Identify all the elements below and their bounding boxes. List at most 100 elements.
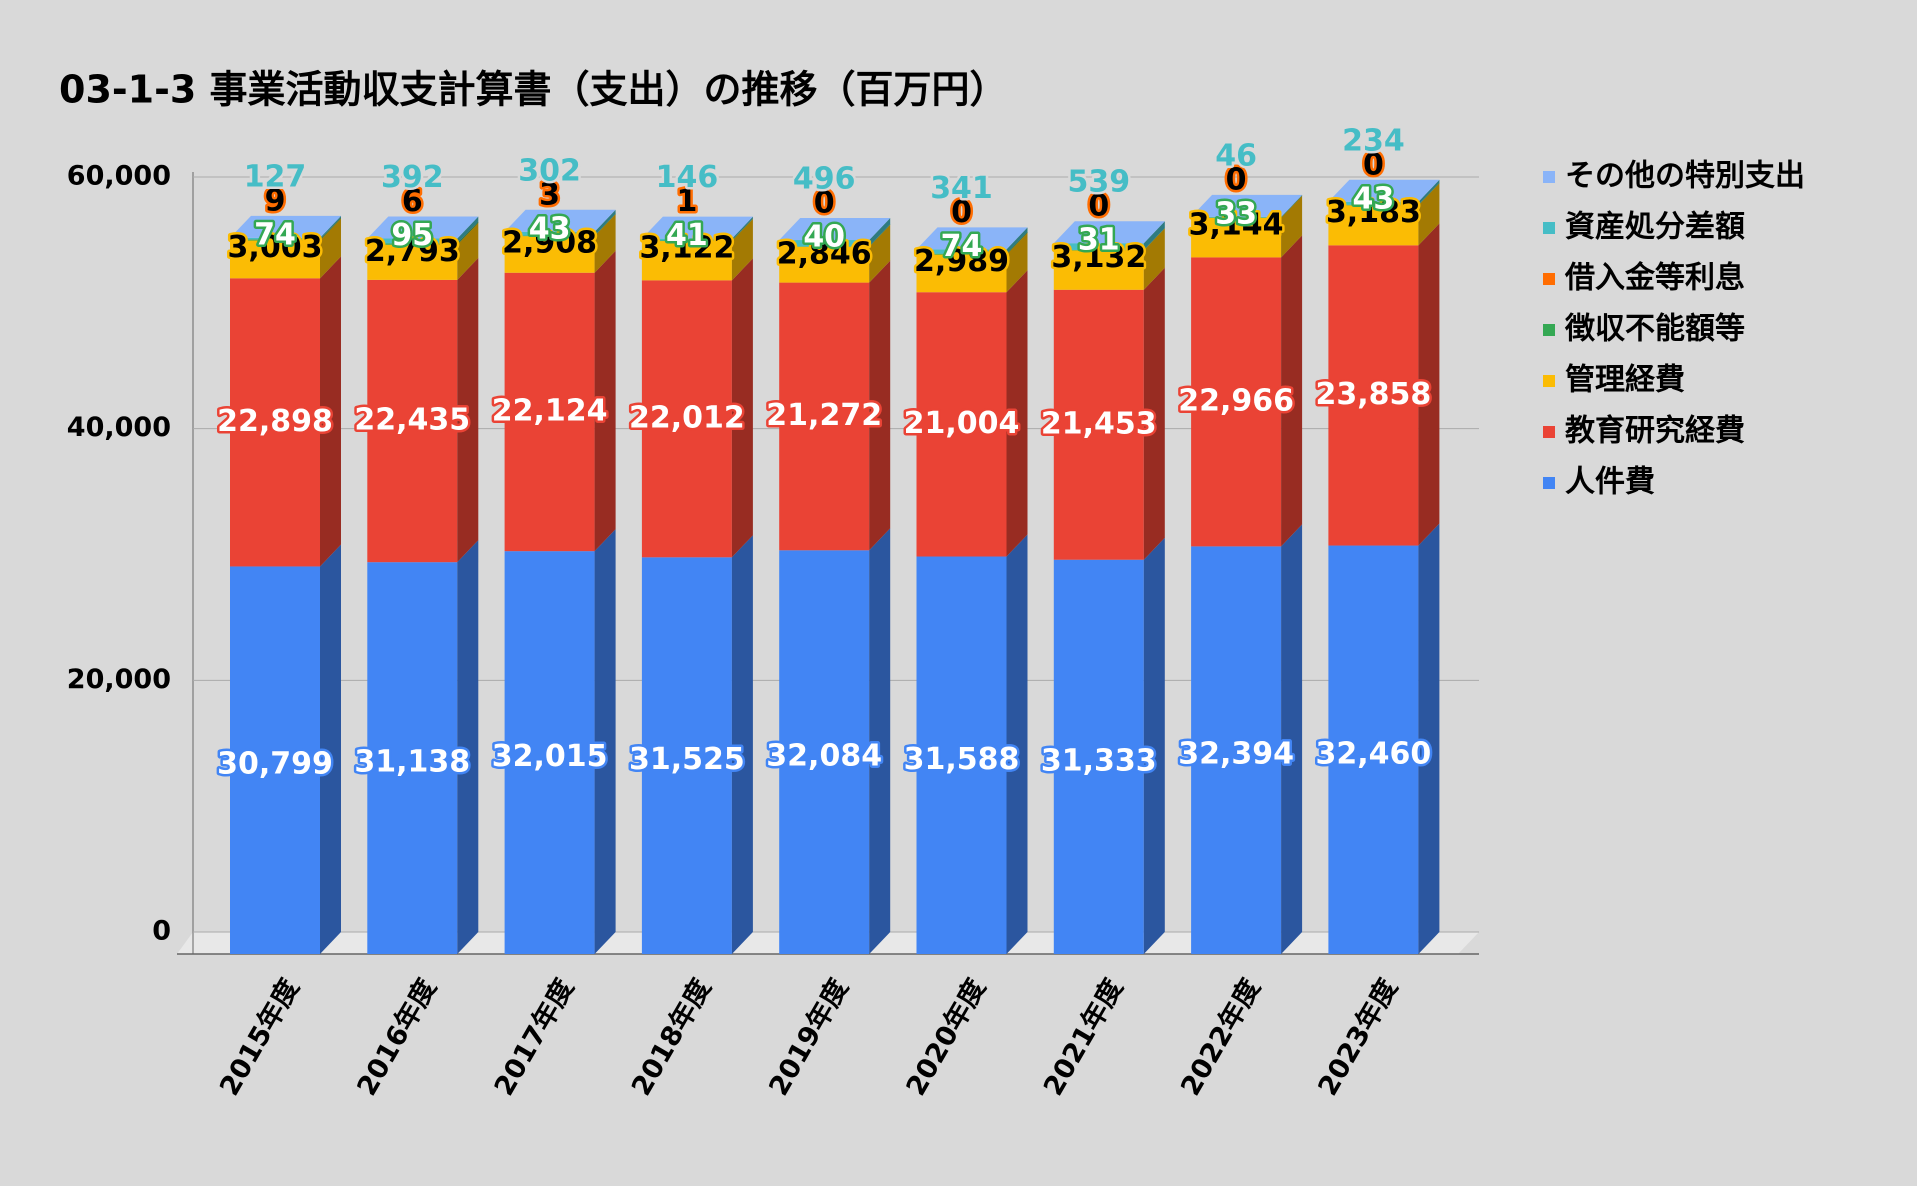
bar-side (457, 221, 479, 245)
bar-side (594, 213, 616, 236)
bar-side (320, 217, 341, 240)
legend-marker (1543, 222, 1555, 234)
data-label: 74 (941, 229, 983, 264)
data-label: 9 (265, 183, 286, 218)
data-label: 21,004 (904, 406, 1020, 441)
bar-side (731, 219, 753, 281)
legend-label: 徴収不能額等 (1564, 312, 1745, 347)
data-label: 0 (814, 186, 835, 221)
bar-segment (1191, 257, 1282, 547)
y-tick-label: 40,000 (67, 412, 171, 443)
data-label: 30,799 (217, 747, 333, 782)
data-label: 32,460 (1316, 736, 1432, 771)
bar-side (1281, 194, 1303, 218)
bar-side (457, 222, 479, 280)
bar-segment (504, 236, 595, 273)
bar-side (731, 218, 753, 241)
data-label: 2,908 (502, 226, 597, 261)
data-label: 22,124 (492, 393, 608, 428)
bar-side (1281, 235, 1303, 547)
bar-side (1143, 227, 1165, 251)
data-label: 31,138 (354, 745, 470, 780)
bar-side (457, 257, 479, 563)
bar-segment (641, 557, 732, 954)
data-label: 3,122 (639, 231, 734, 266)
data-label: 3,132 (1051, 240, 1146, 275)
bar-segment (230, 566, 320, 954)
bar-segment (1328, 245, 1419, 546)
data-label: 127 (244, 159, 307, 194)
bar-side (457, 540, 479, 954)
data-label: 33 (1215, 196, 1257, 231)
bar-side (869, 224, 891, 283)
data-label: 22,898 (217, 404, 333, 439)
bar-side (869, 224, 891, 247)
bar-segment (779, 246, 870, 247)
data-label: 31,588 (904, 742, 1020, 777)
bar-side (320, 217, 341, 241)
bar-side (1006, 534, 1028, 954)
data-label: 234 (1342, 123, 1405, 158)
data-label: 32,015 (492, 739, 608, 774)
data-label: 6 (402, 184, 423, 219)
bar-side (594, 250, 616, 552)
bar-segment (504, 551, 595, 954)
bar-segment (504, 272, 595, 552)
bar-side (731, 535, 753, 954)
data-label: 3,003 (228, 230, 323, 265)
bar-top (367, 216, 479, 239)
bar-segment (1328, 204, 1419, 206)
bar-side (320, 215, 341, 240)
bar-side (1143, 537, 1165, 954)
legend-label: 教育研究経費 (1565, 414, 1745, 449)
bar-segment (230, 240, 320, 279)
bar-segment (916, 249, 1007, 254)
bar-side (1006, 227, 1028, 254)
data-label: 31,525 (629, 742, 745, 777)
chart-title: 03-1-3 事業活動収支計算書（支出）の推移（百万円） (59, 68, 1008, 112)
legend-marker (1543, 324, 1555, 336)
bar-segment (1328, 545, 1419, 954)
y-tick-label: 0 (152, 916, 171, 947)
data-label: 31,333 (1041, 743, 1157, 778)
data-label: 1 (676, 184, 697, 219)
bar-segment (641, 241, 732, 281)
bar-side (457, 216, 479, 244)
data-label: 539 (1067, 165, 1130, 200)
bar-segment (641, 280, 732, 558)
bar-segment (779, 240, 870, 247)
bar-segment (1328, 205, 1419, 246)
bar-side (731, 258, 753, 558)
bar-top (230, 215, 341, 238)
data-label: 146 (656, 160, 719, 195)
bar-side (320, 256, 341, 567)
data-label: 32,394 (1178, 737, 1294, 772)
legend-marker (1543, 273, 1555, 285)
data-label: 31 (1078, 223, 1120, 258)
bar-side (594, 213, 616, 237)
bar-side (1006, 270, 1028, 557)
bar-side (1418, 523, 1440, 954)
bar-segment (779, 282, 870, 551)
bar-segment (367, 244, 458, 280)
data-label: 43 (1353, 181, 1395, 216)
legend-marker (1543, 171, 1555, 183)
legend-label: 借入金等利息 (1564, 261, 1745, 296)
bar-segment (1053, 250, 1144, 290)
bar-segment (641, 238, 732, 241)
bar-side (457, 221, 479, 244)
bar-segment (367, 238, 458, 244)
data-label: 21,272 (766, 398, 882, 433)
bar-top (504, 209, 616, 232)
bar-segment (641, 240, 732, 242)
bar-side (731, 216, 753, 241)
data-label: 0 (951, 195, 972, 230)
bar-segment (916, 556, 1007, 954)
bar-side (594, 209, 616, 236)
data-label: 43 (529, 211, 571, 246)
bar-segment (1053, 559, 1144, 954)
bar-top (1328, 179, 1440, 202)
data-label: 41 (666, 218, 708, 253)
bar-top (916, 227, 1028, 250)
data-label: 21,453 (1041, 406, 1157, 441)
